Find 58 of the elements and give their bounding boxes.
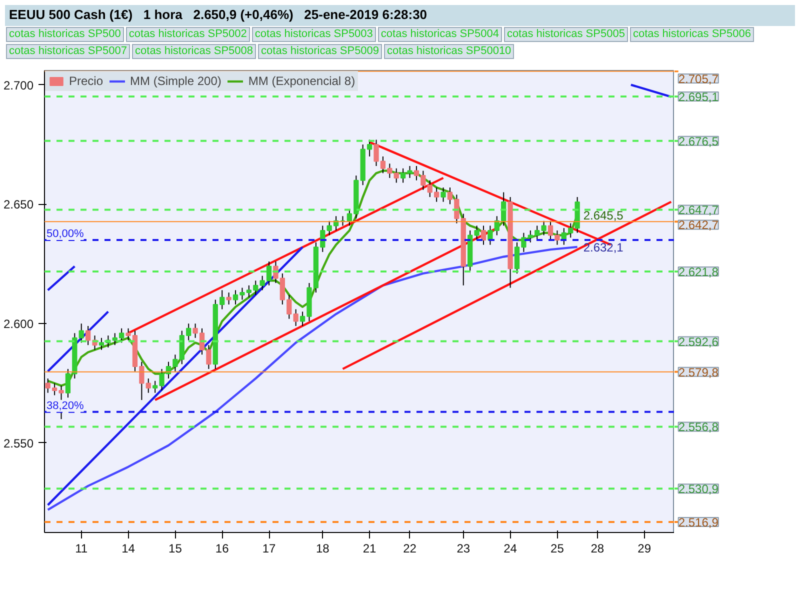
text: cotas historicas SP5005 <box>504 26 628 42</box>
line-series <box>46 246 578 511</box>
x-tick-label: 11 <box>75 542 88 556</box>
candlestick <box>480 225 486 246</box>
text: cotas historicas SP5008 <box>132 44 256 59</box>
legend-label: MM (Simple 200) <box>130 74 222 88</box>
annotation: 38,20% <box>46 400 84 412</box>
candlestick <box>440 186 446 202</box>
annotation: 50,00% <box>46 228 84 240</box>
y-tick-label: 2.650 <box>3 198 34 212</box>
ref-line-label: 2.647,7 <box>678 203 719 218</box>
candlestick <box>226 292 232 305</box>
x-tick-label: 18 <box>316 542 330 556</box>
candlestick <box>293 308 298 326</box>
x-tick-label: 16 <box>215 542 230 556</box>
x-tick-label: 29 <box>638 542 652 556</box>
x-tick-label: 21 <box>362 542 377 556</box>
candlestick <box>78 323 84 344</box>
ref-line-label: 2.695,1 <box>678 90 719 104</box>
ref-line-label: 2.579,8 <box>678 365 719 380</box>
ref-line-label: 2.592,6 <box>678 334 719 349</box>
x-tick-label: 24 <box>504 542 518 556</box>
legend-label: Precio <box>69 74 104 88</box>
ref-line-label: 2.676,5 <box>678 134 719 148</box>
candlestick <box>400 168 406 184</box>
ref-line-label: 2.516,9 <box>678 515 719 530</box>
y-tick-label: 2.600 <box>3 317 34 332</box>
x-tick-label: 25 <box>550 542 564 556</box>
text: cotas historicas SP500 <box>6 26 124 42</box>
text: cotas historicas SP50010 <box>384 44 514 59</box>
y-tick-label: 2.550 <box>3 436 34 450</box>
candlestick <box>394 168 399 184</box>
x-tick-label: 15 <box>168 542 182 556</box>
ref-line-label: 2.705,7 <box>678 72 719 86</box>
candlestick <box>186 323 192 341</box>
ref-line-label: 2.621,8 <box>678 265 719 280</box>
chart-title: EEUU 500 Cash (1€) 1 hora 2.650,9 (+0,46%) 25-ene-2019 6:28:30 <box>5 5 795 26</box>
ref-line-label: 2.642,7 <box>678 218 719 232</box>
legend-label: MM (Exponencial 8) <box>248 74 356 88</box>
ref-line-label: 2.530,9 <box>678 482 719 496</box>
x-tick-label: 22 <box>403 542 417 556</box>
data-label: 2.632,1 <box>583 240 624 254</box>
text: cotas historicas SP5007 <box>6 44 130 59</box>
data-label: 2.645,5 <box>583 208 624 222</box>
text: cotas historicas SP5006 <box>630 26 754 42</box>
candlestick <box>447 186 453 205</box>
x-tick-label: 14 <box>122 542 136 556</box>
x-tick-label: 17 <box>262 542 276 556</box>
candlestick <box>220 290 225 310</box>
ref-line-label: 2.556,8 <box>678 420 719 434</box>
text: cotas historicas SP5004 <box>378 26 502 42</box>
x-tick-label: 23 <box>456 542 470 556</box>
y-tick-label: 2.700 <box>3 78 34 92</box>
text: cotas historicas SP5002 <box>126 26 250 42</box>
candlestick <box>407 166 412 178</box>
text: cotas historicas SP5003 <box>252 26 376 42</box>
text: cotas historicas SP5009 <box>258 44 382 59</box>
x-tick-label: 28 <box>590 542 604 556</box>
